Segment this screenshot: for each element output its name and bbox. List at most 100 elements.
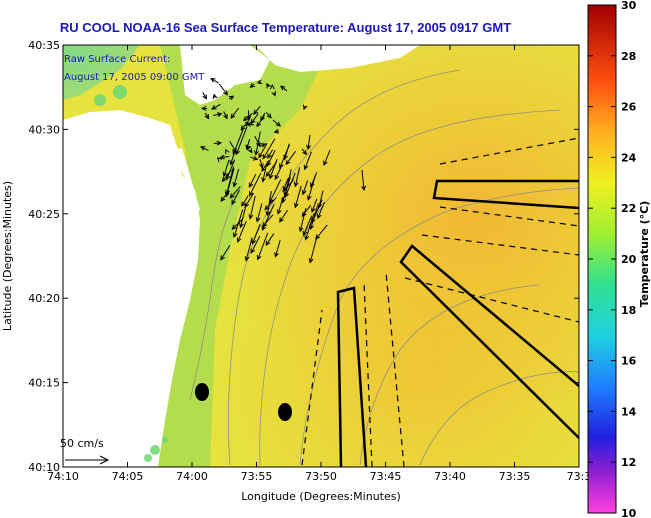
current-vector — [262, 138, 276, 160]
current-vector — [274, 240, 281, 258]
current-vector — [204, 112, 210, 120]
current-vector — [239, 203, 247, 229]
current-vector — [265, 233, 275, 247]
current-vector — [267, 149, 274, 160]
current-vector — [212, 93, 218, 100]
current-vector — [266, 82, 271, 89]
current-vector — [219, 154, 230, 160]
map-title: RU COOL NOAA-16 Sea Surface Temperature:… — [59, 20, 512, 35]
current-vector — [323, 149, 331, 167]
current-vector — [245, 138, 251, 151]
colorbar-tick-label: 12 — [621, 456, 636, 469]
current-vector — [256, 115, 265, 128]
current-vector — [232, 209, 244, 239]
current-vector — [249, 82, 255, 88]
current-vector — [311, 198, 318, 213]
current-vector — [251, 224, 261, 245]
coastal-cool-band — [150, 45, 330, 467]
depth-contours — [189, 69, 579, 466]
current-vector — [256, 232, 269, 261]
current-vector — [308, 235, 318, 264]
current-vector — [218, 83, 228, 96]
current-vector — [244, 192, 254, 208]
current-vector — [261, 163, 268, 183]
current-vector — [302, 104, 308, 111]
y-tick-label: 40:10 — [28, 461, 60, 474]
current-vector — [265, 191, 272, 217]
y-axis-ticks: 40:35 40:30 40:25 40:20 40:15 40:10 — [28, 39, 579, 474]
current-vector — [248, 195, 256, 220]
colorbar-tick-label: 28 — [621, 50, 636, 63]
x-tick-label: 73:55 — [241, 470, 273, 483]
current-vector — [222, 160, 230, 178]
scale-arrow — [65, 455, 110, 465]
current-vector — [232, 168, 240, 188]
current-vector — [210, 77, 219, 84]
y-tick-label: 40:15 — [28, 377, 60, 390]
transect-outlines — [336, 179, 579, 467]
colorbar-label: Temperature (°C) — [638, 201, 651, 308]
current-vector — [217, 156, 223, 163]
current-vector — [247, 147, 253, 154]
map-area — [63, 45, 579, 467]
current-vector — [301, 180, 309, 196]
colorbar-tick-label: 30 — [621, 0, 637, 12]
current-vector — [232, 128, 244, 156]
current-vector — [250, 113, 259, 125]
colorbar-tick-label: 22 — [621, 202, 636, 215]
current-vector — [248, 173, 257, 188]
current-vector — [250, 155, 259, 161]
current-vector — [202, 92, 207, 100]
current-vector — [272, 119, 281, 127]
current-vector — [255, 203, 263, 223]
colorbar-tick-label: 26 — [621, 101, 637, 114]
current-vector — [229, 186, 241, 199]
colorbar-tick-label: 24 — [621, 151, 637, 164]
current-vector — [244, 237, 253, 262]
current-vector — [241, 195, 249, 207]
current-vector — [201, 105, 208, 111]
current-vector — [249, 172, 262, 197]
current-vector — [271, 91, 277, 97]
current-vector — [301, 204, 312, 218]
current-vector — [236, 221, 247, 243]
colorbar-tick-label: 20 — [621, 253, 637, 266]
current-vector — [213, 112, 223, 117]
colorbar-tick-label: 16 — [621, 355, 637, 368]
station-dot-1 — [195, 383, 209, 401]
current-vector — [266, 150, 276, 167]
current-vector — [250, 235, 261, 254]
current-vector — [303, 151, 312, 171]
current-vector — [315, 224, 328, 240]
surface-current-vectors — [199, 77, 367, 264]
current-vector — [213, 140, 223, 146]
current-vector — [282, 179, 295, 193]
current-vector — [223, 111, 228, 120]
x-tick-label: 73:50 — [305, 470, 337, 483]
current-vector — [306, 134, 311, 151]
current-vector — [242, 112, 253, 122]
current-vector — [261, 160, 270, 172]
current-vector — [230, 107, 240, 119]
current-vector — [285, 150, 296, 166]
x-tick-label: 73:3 — [567, 470, 592, 483]
current-vector — [244, 121, 251, 127]
current-vector — [264, 197, 277, 211]
current-vector — [293, 167, 301, 188]
current-vector — [279, 144, 290, 169]
land-long-island — [255, 45, 420, 72]
y-axis-label: Latitude (Degrees:Minutes) — [1, 181, 14, 331]
land-staten-island — [180, 45, 270, 105]
current-vector — [240, 120, 250, 131]
current-vector — [225, 159, 236, 181]
x-tick-label: 74:10 — [47, 470, 79, 483]
x-axis-ticks: 74:10 74:05 74:00 73:55 73:50 73:45 73:40 73:35… — [47, 45, 591, 483]
colorbar-tick-label: 10 — [621, 507, 637, 518]
x-tick-label: 74:05 — [112, 470, 144, 483]
colorbar: 30 28 26 24 22 20 18 16 14 12 10 Temperature (°C) — [587, 0, 651, 518]
current-vector — [228, 95, 235, 101]
x-tick-label: 73:45 — [370, 470, 402, 483]
current-vector — [269, 83, 275, 90]
current-vector — [256, 79, 263, 85]
